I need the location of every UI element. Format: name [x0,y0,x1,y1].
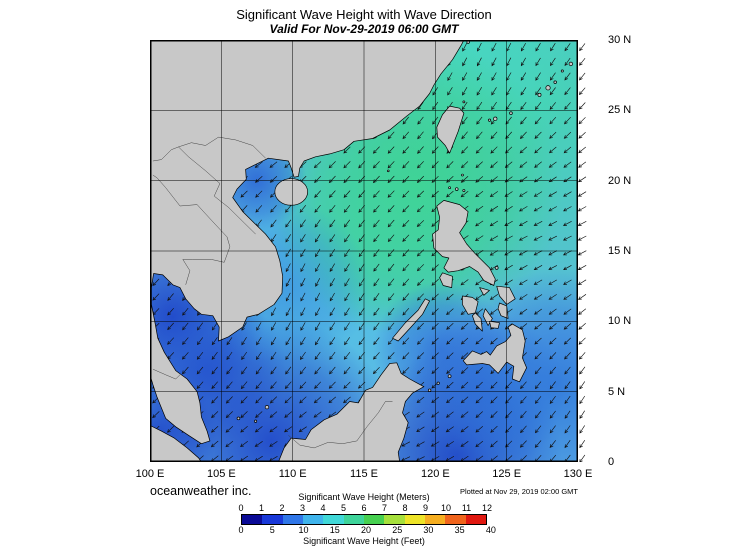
meter-tick: 8 [402,503,408,513]
feet-tick: 30 [423,525,434,535]
meter-tick: 0 [238,503,244,513]
lon-label: 130 E [563,468,593,480]
colorbar-feet-title: Significant Wave Height (Feet) [303,536,425,546]
meter-tick: 4 [320,503,326,513]
feet-tick: 40 [485,525,496,535]
meter-tick: 10 [440,503,452,513]
meter-tick: 7 [381,503,388,513]
meter-tick: 1 [258,503,265,513]
colorbar-segment [242,515,263,524]
lon-label: 100 E [135,468,165,480]
meter-tick: 5 [340,503,347,513]
wave-height-map [150,40,587,462]
feet-tick: 0 [238,525,244,535]
colorbar-feet-ticks: 0 5 10 15 20 25 30 35 40 [238,525,495,536]
map-frame [150,40,578,462]
colorbar-meters-ticks: 0 1 2 3 4 5 6 7 8 9 10 11 12 [238,503,492,514]
feet-tick: 15 [329,525,340,535]
land-layer [150,40,574,462]
borders-layer [152,136,393,449]
feet-tick: 20 [360,525,371,535]
meter-tick: 6 [361,503,367,513]
colorbar-segment [282,515,303,524]
lat-label: 5 N [608,385,626,398]
feet-tick: 5 [269,525,275,535]
lon-label: 110 E [278,468,307,480]
feet-tick: 35 [454,525,465,535]
lat-label: 30 N [608,34,632,46]
lon-label: 115 E [350,468,378,480]
colorbar-segment [384,515,405,524]
colorbar-segment [404,515,425,524]
feet-tick: 25 [392,525,403,535]
credit-text: oceanweather inc. [150,484,252,498]
colorbar-meters-title: Significant Wave Height (Meters) [298,492,430,502]
grid-layer [150,40,578,462]
lat-label: 20 N [608,174,632,187]
colorbar-segment [302,515,324,524]
meter-tick: 12 [481,503,493,513]
colorbar-segment [363,515,385,524]
meter-tick: 3 [299,503,306,513]
colorbar-segment [323,515,344,524]
colorbar-segment [343,515,364,524]
lon-label: 125 E [492,468,522,480]
lon-label: 105 E [206,468,236,480]
colorbar-segment [465,515,486,524]
colorbar-segment [445,515,466,524]
colorbar-segment [424,515,446,524]
lat-label: 25 N [608,104,632,117]
colorbar-segment [262,515,283,524]
chart-subtitle: Valid For Nov-29-2019 06:00 GMT [269,22,459,36]
colorbar-gradient [241,514,487,525]
chart-title: Significant Wave Height with Wave Direct… [236,7,492,22]
lat-label: 15 N [608,245,632,257]
meter-tick: 2 [279,503,285,513]
lat-label: 0 [608,456,615,468]
feet-tick: 10 [298,525,309,535]
lon-label: 120 E [420,468,450,480]
plotted-timestamp: Plotted at Nov 29, 2019 02:00 GMT [460,487,578,496]
lat-label: 10 N [608,315,632,328]
meter-tick: 11 [461,503,472,513]
meter-tick: 9 [422,503,429,513]
